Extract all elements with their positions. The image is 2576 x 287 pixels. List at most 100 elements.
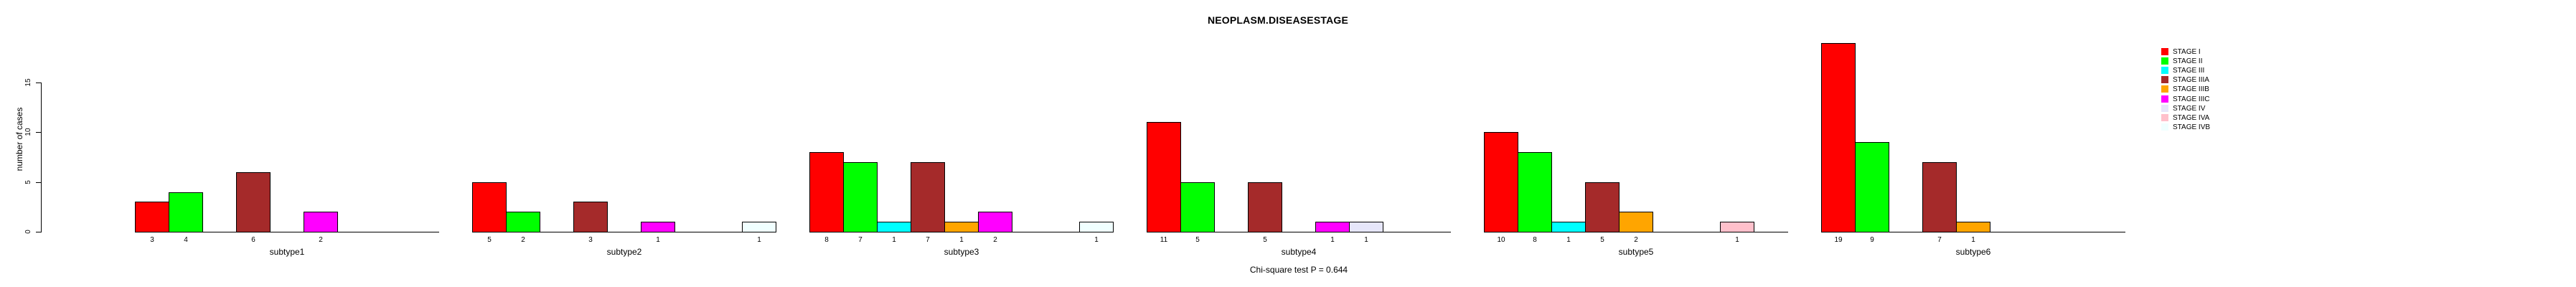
bar-value-label: 1 <box>656 236 660 244</box>
x-group-label-subtype4: subtype4 <box>1281 247 1317 257</box>
bar-subtype6-stage-ii <box>1855 142 1889 232</box>
bar-value-label: 10 <box>1497 236 1505 244</box>
legend-swatch-stage-iiib <box>2161 85 2168 93</box>
x-group-label-subtype1: subtype1 <box>269 247 305 257</box>
bar-value-label: 3 <box>150 236 154 244</box>
bar-value-label: 1 <box>1330 236 1335 244</box>
bar-subtype4-stage-ii <box>1180 182 1215 232</box>
y-tick <box>36 182 41 183</box>
bar-subtype1-stage-i <box>135 202 169 232</box>
bar-subtype5-stage-iiib <box>1619 212 1653 232</box>
bar-value-label: 5 <box>1263 236 1267 244</box>
bar-value-label: 19 <box>1834 236 1843 244</box>
y-tick-label: 10 <box>24 128 32 136</box>
bar-value-label: 5 <box>1195 236 1200 244</box>
bar-value-label: 2 <box>993 236 997 244</box>
bar-value-label: 1 <box>1971 236 1975 244</box>
y-tick-label: 15 <box>24 78 32 87</box>
bar-value-label: 1 <box>1566 236 1571 244</box>
legend-swatch-stage-iii <box>2161 67 2168 75</box>
bar-value-label: 8 <box>1533 236 1537 244</box>
y-axis-line <box>41 83 42 232</box>
bar-subtype5-stage-ii <box>1518 152 1552 232</box>
legend-swatch-stage-iiic <box>2161 95 2168 103</box>
bar-value-label: 1 <box>959 236 964 244</box>
bar-subtype3-stage-iiic <box>978 212 1012 232</box>
legend-label: STAGE IIIC <box>2173 95 2210 103</box>
bar-subtype2-stage-ivb <box>742 222 776 232</box>
bar-value-label: 2 <box>1634 236 1638 244</box>
bar-subtype3-stage-i <box>809 152 844 232</box>
bar-subtype5-stage-i <box>1484 132 1518 232</box>
bar-value-label: 4 <box>184 236 188 244</box>
bar-subtype2-stage-i <box>472 182 507 232</box>
x-group-label-subtype2: subtype2 <box>606 247 642 257</box>
bar-value-label: 1 <box>892 236 896 244</box>
bar-subtype6-stage-iiia <box>1922 162 1957 232</box>
bar-value-label: 6 <box>251 236 255 244</box>
bar-subtype3-stage-ivb <box>1079 222 1114 232</box>
legend-swatch-stage-iva <box>2161 113 2168 121</box>
y-tick-label: 5 <box>24 179 32 184</box>
legend-entry-stage-iva: STAGE IVA <box>2161 113 2262 123</box>
bar-subtype5-stage-iiia <box>1585 182 1620 232</box>
x-group-label-subtype3: subtype3 <box>944 247 979 257</box>
bar-subtype6-stage-i <box>1821 43 1856 232</box>
bar-value-label: 5 <box>487 236 492 244</box>
bar-subtype4-stage-iv <box>1349 222 1383 232</box>
bar-value-label: 7 <box>926 236 930 244</box>
legend-label: STAGE IV <box>2173 104 2206 113</box>
y-tick-label: 0 <box>24 230 32 234</box>
legend-entry-stage-ii: STAGE II <box>2161 57 2262 66</box>
legend-label: STAGE III <box>2173 67 2205 75</box>
bar-value-label: 8 <box>824 236 829 244</box>
legend-swatch-stage-ii <box>2161 57 2168 65</box>
bar-subtype1-stage-iiic <box>304 212 338 232</box>
legend-entry-stage-ivb: STAGE IVB <box>2161 123 2262 132</box>
bar-subtype4-stage-iiia <box>1248 182 1282 232</box>
bar-subtype4-stage-i <box>1147 122 1181 232</box>
bar-value-label: 1 <box>1094 236 1099 244</box>
bar-value-label: 7 <box>1937 236 1942 244</box>
bar-subtype3-stage-iiia <box>911 162 945 232</box>
bar-subtype3-stage-iiib <box>944 222 979 232</box>
legend-entry-stage-iiic: STAGE IIIC <box>2161 95 2262 104</box>
bar-subtype1-stage-ii <box>169 192 203 232</box>
bar-value-label: 5 <box>1600 236 1604 244</box>
bar-value-label: 1 <box>1735 236 1739 244</box>
y-tick <box>36 132 41 133</box>
legend-swatch-stage-iv <box>2161 104 2168 112</box>
bar-subtype5-stage-iva <box>1720 222 1754 232</box>
bar-subtype3-stage-ii <box>843 162 878 232</box>
chart-title: NEOPLASM.DISEASESTAGE <box>1207 14 1349 26</box>
x-group-label-subtype5: subtype5 <box>1618 247 1654 257</box>
legend-label: STAGE IVA <box>2173 113 2210 122</box>
bar-subtype1-stage-iiia <box>236 172 271 232</box>
legend-entry-stage-iv: STAGE IV <box>2161 104 2262 113</box>
bar-value-label: 3 <box>588 236 593 244</box>
legend-swatch-stage-iiia <box>2161 76 2168 84</box>
bar-value-label: 9 <box>1870 236 1874 244</box>
bar-subtype5-stage-iii <box>1551 222 1586 232</box>
legend-label: STAGE II <box>2173 57 2203 66</box>
bar-value-label: 7 <box>858 236 862 244</box>
bar-subtype2-stage-iiic <box>641 222 675 232</box>
bar-value-label: 1 <box>1364 236 1368 244</box>
bar-value-label: 1 <box>757 236 761 244</box>
bar-subtype2-stage-ii <box>506 212 540 232</box>
legend-entry-stage-iiia: STAGE IIIA <box>2161 75 2262 85</box>
y-axis-label: number of cases <box>14 107 24 171</box>
bar-value-label: 2 <box>319 236 323 244</box>
legend-swatch-stage-ivb <box>2161 123 2168 131</box>
legend-label: STAGE IIIB <box>2173 85 2209 94</box>
legend-entry-stage-iii: STAGE III <box>2161 66 2262 75</box>
legend-label: STAGE IVB <box>2173 123 2211 131</box>
legend-label: STAGE IIIA <box>2173 76 2209 85</box>
legend-entry-stage-iiib: STAGE IIIB <box>2161 85 2262 94</box>
chi-square-note: Chi-square test P = 0.644 <box>1249 265 1348 275</box>
legend-swatch-stage-i <box>2161 48 2168 55</box>
x-group-label-subtype6: subtype6 <box>1955 247 1991 257</box>
bar-subtype2-stage-iiia <box>573 202 608 232</box>
bar-subtype3-stage-iii <box>877 222 911 232</box>
